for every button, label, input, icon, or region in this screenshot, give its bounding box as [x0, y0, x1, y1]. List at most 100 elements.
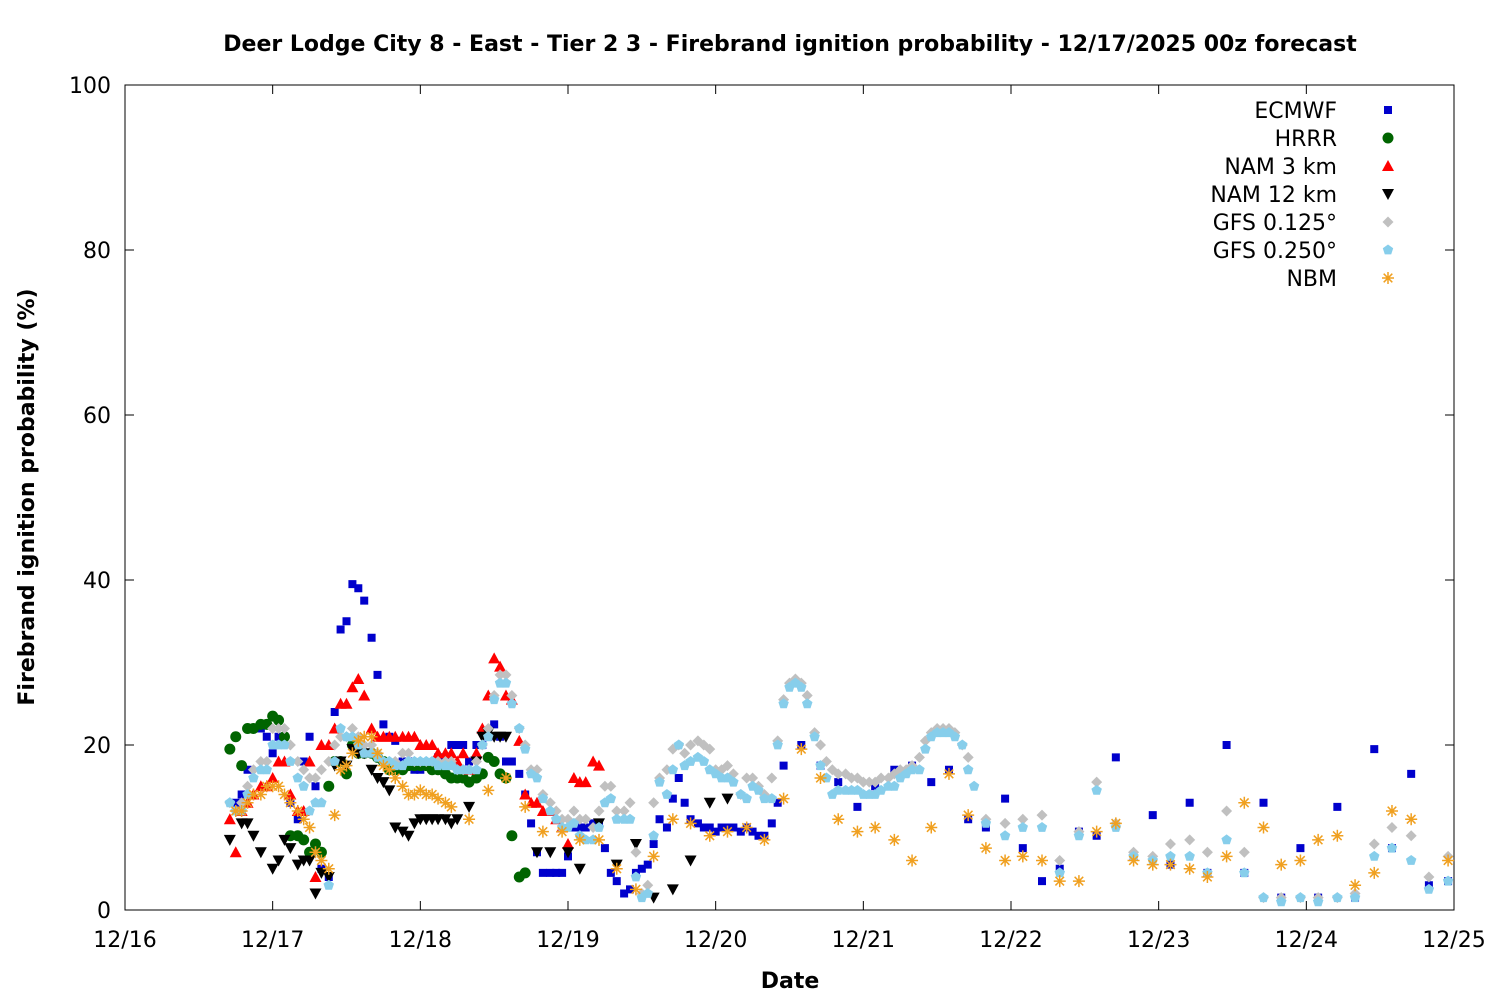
data-point-gfs-0-125	[685, 739, 697, 751]
data-point-gfs-0-250	[1017, 822, 1028, 832]
data-point-ecmwf	[668, 794, 677, 803]
data-point-gfs-0-250	[802, 698, 813, 709]
data-point-nam-12-km	[377, 777, 390, 789]
data-point-ecmwf	[729, 823, 738, 832]
data-point-gfs-0-250	[500, 677, 512, 688]
data-point-ecmwf	[1222, 741, 1231, 749]
data-point-gfs-0-250	[261, 764, 272, 775]
data-point-nam-3-km	[488, 652, 501, 664]
data-point-nam-12-km	[223, 834, 236, 846]
data-point-ecmwf	[1333, 802, 1342, 811]
data-point-ecmwf	[1018, 844, 1027, 853]
data-point-nbm	[303, 821, 316, 834]
data-point-hrrr	[236, 760, 248, 772]
data-point-ecmwf	[472, 741, 481, 749]
x-tick-label: 12/16	[93, 928, 156, 953]
data-point-nam-12-km	[703, 797, 716, 809]
data-point-gfs-0-125	[544, 797, 556, 809]
data-point-gfs-0-250	[1295, 892, 1306, 903]
data-point-gfs-0-250	[1036, 822, 1048, 832]
data-point-nbm	[1442, 854, 1455, 867]
data-point-gfs-0-250	[279, 739, 290, 750]
legend-marker-ecmwf	[1384, 106, 1392, 114]
data-point-gfs-0-250	[390, 760, 401, 771]
data-point-nam-3-km	[340, 697, 353, 709]
data-point-gfs-0-250	[432, 760, 444, 771]
data-point-gfs-0-250	[248, 772, 259, 783]
data-point-nbm	[647, 850, 660, 863]
data-point-nbm	[432, 792, 445, 805]
data-point-gfs-0-250	[642, 888, 653, 898]
data-point-nam-3-km	[562, 838, 574, 849]
data-point-ecmwf	[354, 584, 363, 593]
plot-area	[124, 84, 1455, 911]
data-point-ecmwf	[231, 798, 240, 807]
data-point-ecmwf	[1111, 753, 1120, 762]
data-point-gfs-0-250	[698, 756, 710, 766]
x-tick-label: 12/25	[1422, 928, 1485, 953]
data-point-nam-3-km	[358, 689, 371, 701]
data-point-nbm	[463, 813, 476, 826]
data-point-gfs-0-125	[1184, 834, 1196, 846]
data-point-ecmwf	[490, 720, 499, 729]
data-point-nbm	[1109, 817, 1122, 830]
data-point-nbm	[334, 763, 347, 776]
data-point-ecmwf	[459, 741, 468, 749]
data-point-gfs-0-250	[630, 871, 642, 882]
data-point-nbm	[278, 788, 291, 801]
data-point-nbm	[1201, 871, 1214, 883]
data-point-ecmwf	[262, 732, 271, 741]
data-point-nam-3-km	[587, 755, 600, 767]
data-point-gfs-0-250	[1405, 855, 1417, 865]
data-point-gfs-0-125	[593, 805, 605, 817]
y-tick-label: 100	[69, 74, 111, 99]
data-point-nam-12-km	[408, 818, 421, 830]
data-point-nam-12-km	[544, 847, 557, 859]
data-point-ecmwf	[754, 831, 763, 840]
data-point-nbm	[814, 772, 827, 784]
data-point-ecmwf	[360, 596, 369, 605]
data-point-gfs-0-250	[1349, 892, 1361, 903]
data-point-gfs-0-250	[1091, 784, 1102, 795]
data-point-nbm	[315, 854, 328, 867]
data-point-nam-12-km	[284, 843, 297, 855]
data-point-nbm	[832, 813, 845, 826]
data-point-nbm	[284, 796, 297, 809]
data-point-nbm	[414, 784, 427, 797]
data-point-nbm	[291, 805, 304, 817]
data-point-gfs-0-125	[1091, 776, 1103, 788]
data-point-nbm	[519, 800, 532, 813]
data-point-gfs-0-125	[1238, 846, 1250, 858]
data-point-nam-12-km	[254, 847, 267, 859]
data-point-nam-12-km	[451, 814, 464, 826]
data-point-hrrr	[230, 731, 242, 743]
data-point-nbm	[1238, 796, 1251, 809]
data-point-gfs-0-250	[298, 780, 309, 791]
data-point-gfs-0-125	[599, 780, 611, 792]
data-point-gfs-0-125	[846, 772, 858, 784]
data-point-gfs-0-250	[980, 817, 992, 828]
data-point-ecmwf	[680, 798, 689, 807]
data-point-nam-12-km	[303, 855, 316, 867]
data-point-nbm	[1331, 829, 1344, 842]
data-point-ecmwf	[311, 782, 320, 791]
data-point-ecmwf	[834, 778, 843, 787]
data-point-gfs-0-125	[618, 805, 630, 817]
data-point-gfs-0-250	[1165, 850, 1176, 861]
data-point-nbm	[1072, 875, 1085, 888]
data-point-nbm	[254, 788, 267, 801]
data-point-ecmwf	[305, 732, 314, 741]
data-point-gfs-0-250	[545, 805, 556, 816]
x-tick-label: 12/18	[389, 928, 452, 953]
data-point-nam-3-km	[365, 722, 378, 734]
data-point-gfs-0-250	[957, 739, 968, 750]
data-point-nam-12-km	[371, 773, 384, 784]
data-point-nbm	[272, 780, 285, 793]
data-point-gfs-0-250	[875, 784, 887, 795]
data-point-nbm	[536, 825, 549, 838]
data-point-nam-3-km	[352, 673, 365, 684]
data-point-ecmwf	[373, 670, 382, 679]
data-point-nbm	[499, 772, 512, 784]
data-point-nbm	[340, 759, 353, 772]
data-point-nbm	[352, 734, 365, 747]
